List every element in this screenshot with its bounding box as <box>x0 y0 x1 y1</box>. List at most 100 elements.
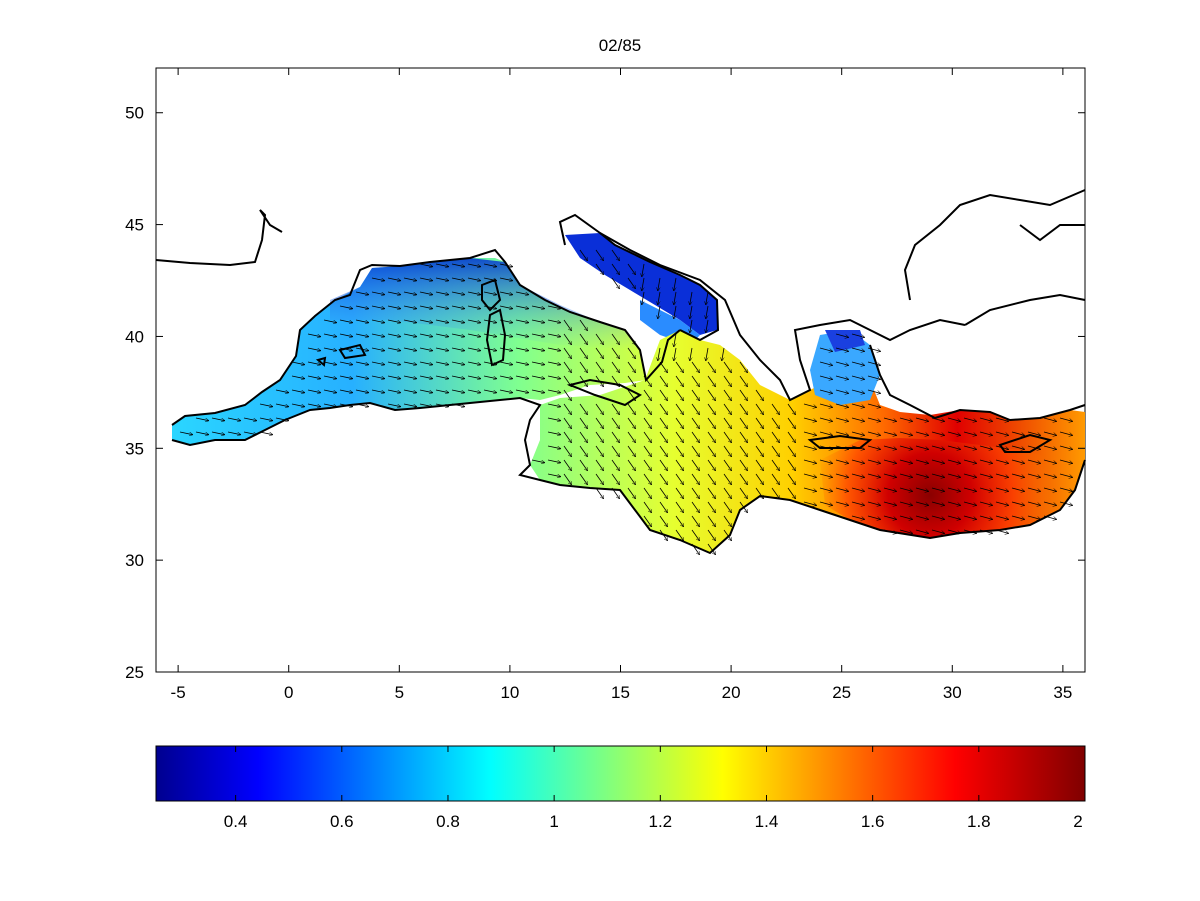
coastline-cyprus <box>998 433 1053 453</box>
velocity-arrow <box>675 403 683 415</box>
velocity-arrow <box>291 389 305 393</box>
velocity-arrow <box>371 347 385 351</box>
velocity-arrow <box>483 291 497 295</box>
velocity-arrow <box>947 417 961 421</box>
velocity-arrow <box>803 431 817 435</box>
velocity-arrow <box>835 487 849 491</box>
velocity-arrow <box>931 487 945 491</box>
velocity-arrow <box>707 529 715 541</box>
coastline-balkans <box>599 232 966 402</box>
velocity-arrow <box>931 529 945 533</box>
velocity-arrow <box>531 361 545 365</box>
colorbar: 0.4 0.6 0.8 1 1.2 1.4 1.6 1.8 2 <box>155 745 1086 831</box>
velocity-arrow <box>643 389 651 401</box>
velocity-arrow <box>531 347 545 351</box>
velocity-arrow <box>547 361 561 365</box>
velocity-arrow <box>419 333 433 337</box>
velocity-arrow <box>1027 473 1041 477</box>
velocity-arrow <box>1027 487 1041 491</box>
velocity-arrow <box>1011 431 1025 435</box>
velocity-arrow <box>483 333 497 337</box>
velocity-arrow <box>195 431 209 435</box>
velocity-arrow <box>1043 417 1057 421</box>
velocity-arrow <box>691 445 699 457</box>
velocity-arrow <box>899 445 913 449</box>
velocity-arrow <box>435 291 449 295</box>
velocity-arrow <box>642 263 645 277</box>
velocity-arrow <box>435 361 449 365</box>
velocity-arrow <box>803 417 817 421</box>
velocity-arrow <box>995 473 1009 477</box>
velocity-arrow <box>931 417 945 421</box>
velocity-arrow <box>675 375 683 387</box>
velocity-arrow <box>227 417 241 421</box>
velocity-arrow <box>355 291 369 295</box>
velocity-arrow <box>739 459 747 471</box>
velocity-arrow <box>675 431 683 443</box>
velocity-arrow <box>963 501 977 505</box>
velocity-arrow <box>419 319 433 323</box>
velocity-arrow <box>435 305 449 309</box>
velocity-arrow <box>259 403 273 407</box>
velocity-arrow <box>483 263 497 267</box>
velocity-arrow <box>1043 501 1057 505</box>
velocity-arrow <box>658 305 661 319</box>
velocity-arrow <box>819 417 833 421</box>
velocity-arrow <box>915 459 929 463</box>
velocity-arrow <box>403 347 417 351</box>
velocity-arrow <box>563 389 571 401</box>
velocity-arrow <box>771 417 779 429</box>
velocity-arrow <box>451 333 465 337</box>
velocity-arrow <box>659 459 667 471</box>
velocity-arrow <box>259 431 273 435</box>
velocity-arrow <box>387 291 401 295</box>
velocity-arrow <box>755 487 763 499</box>
velocity-arrow <box>643 403 651 415</box>
velocity-arrow <box>819 487 833 491</box>
velocity-arrow <box>835 445 849 449</box>
velocity-arrow <box>835 403 849 407</box>
velocity-arrow <box>819 375 833 379</box>
velocity-arrow <box>819 473 833 477</box>
velocity-arrow <box>659 375 667 387</box>
velocity-arrow <box>579 361 587 373</box>
y-tick-label: 40 <box>125 327 144 346</box>
velocity-arrow <box>851 515 865 519</box>
velocity-arrow <box>739 403 747 415</box>
velocity-arrow <box>835 501 849 505</box>
velocity-arrow <box>995 417 1009 421</box>
velocity-arrow <box>706 291 709 305</box>
velocity-arrow <box>883 501 897 505</box>
velocity-arrow <box>723 445 731 457</box>
velocity-arrow <box>515 375 529 379</box>
velocity-arrow <box>915 473 929 477</box>
velocity-arrow <box>1011 445 1025 449</box>
velocity-arrow <box>707 389 715 401</box>
velocity-arrow <box>1011 459 1025 463</box>
y-axis: 25 30 35 40 45 50 <box>125 104 1085 682</box>
velocity-arrow <box>851 473 865 477</box>
velocity-arrow <box>627 403 635 415</box>
velocity-arrow <box>355 375 369 379</box>
velocity-arrow <box>579 347 587 359</box>
velocity-arrow <box>371 375 385 379</box>
velocity-arrow <box>435 389 449 393</box>
velocity-arrow <box>771 431 779 443</box>
velocity-arrow <box>467 305 481 309</box>
velocity-arrow <box>739 361 747 373</box>
velocity-arrow <box>579 403 587 415</box>
x-tick-label: 10 <box>500 683 519 702</box>
velocity-arrow <box>867 375 881 379</box>
velocity-arrow <box>307 361 321 365</box>
velocity-arrow <box>867 515 881 519</box>
velocity-arrow <box>403 375 417 379</box>
velocity-arrow <box>1027 501 1041 505</box>
velocity-arrow <box>355 403 369 407</box>
velocity-arrow <box>771 445 779 457</box>
velocity-arrow <box>883 529 897 533</box>
x-tick-label: -5 <box>171 683 186 702</box>
velocity-arrow <box>499 347 513 351</box>
velocity-arrow <box>883 431 897 435</box>
velocity-arrow <box>739 431 747 443</box>
velocity-arrow <box>483 361 497 365</box>
